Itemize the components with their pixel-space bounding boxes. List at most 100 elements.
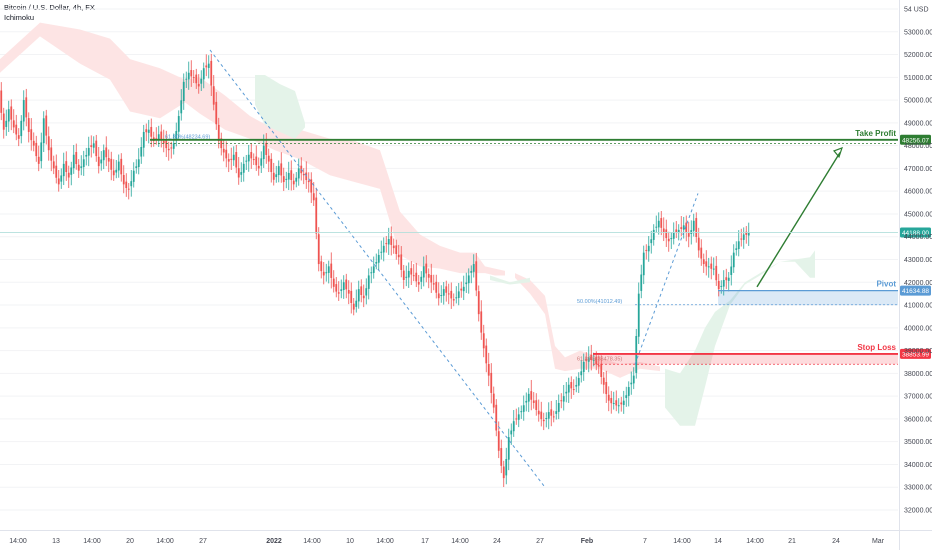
candle-body <box>492 393 495 408</box>
candle-body <box>460 288 463 291</box>
candle-body <box>567 384 570 393</box>
candle-body <box>655 226 658 228</box>
candle-body <box>77 164 80 171</box>
candle-body <box>337 292 340 294</box>
candle-body <box>0 90 3 113</box>
candle-body <box>370 272 373 274</box>
candle-body <box>207 63 210 68</box>
candle-body <box>257 165 260 169</box>
candle-body <box>262 145 265 160</box>
price-tick: 49000.00 <box>904 120 932 127</box>
candle-body <box>272 172 275 180</box>
candle-body <box>595 356 598 365</box>
candle-body <box>287 172 290 180</box>
price-tick: 38000.00 <box>904 371 932 378</box>
candle-body <box>115 169 118 173</box>
candle-body <box>212 86 215 105</box>
candle-body <box>420 276 423 282</box>
candle-body <box>467 275 470 284</box>
level-bands <box>593 290 898 365</box>
candle-body <box>102 150 105 161</box>
candle-body <box>427 274 430 278</box>
time-tick: Feb <box>581 538 593 545</box>
candle-body <box>315 197 318 234</box>
price-tick: 46000.00 <box>904 189 932 196</box>
candle-body <box>255 156 258 166</box>
candle-body <box>340 289 343 291</box>
level-price-tag <box>900 348 931 359</box>
candle-body <box>570 382 573 389</box>
candle-body <box>200 78 203 84</box>
candle-body <box>325 272 328 274</box>
candle-body <box>290 170 293 181</box>
price-tick: 42000.00 <box>904 280 932 287</box>
candle-body <box>205 65 208 68</box>
candle-body <box>672 232 675 239</box>
candle-body <box>35 142 38 157</box>
candle-body <box>400 254 403 270</box>
candle-body <box>480 311 483 333</box>
cloud-segment <box>255 75 305 139</box>
candle-body <box>412 275 415 277</box>
candle-body <box>62 163 65 177</box>
candle-body <box>747 232 750 236</box>
candle-body <box>182 81 185 102</box>
candle-body <box>650 239 653 244</box>
candle-body <box>327 266 330 273</box>
time-axis[interactable]: 14:00 13 14:00 20 14:00 27 2022 14:00 10 14:00 17 1… <box>0 530 932 546</box>
candle-body <box>185 78 188 80</box>
candle-body <box>435 281 438 293</box>
candle-body <box>310 179 313 193</box>
candle-body <box>202 68 205 80</box>
candle-body <box>112 170 115 176</box>
time-tick: 24 <box>493 538 501 545</box>
candle-body <box>577 377 580 386</box>
candle-body <box>640 274 643 291</box>
candle-body <box>545 417 548 419</box>
candle-body <box>560 400 563 402</box>
candle-body <box>347 290 350 294</box>
price-axis[interactable]: 32000.00 33000.00 34000.00 35000.00 36000.00… <box>899 0 932 550</box>
price-tick: 51000.00 <box>904 75 932 82</box>
candle-body <box>65 161 68 173</box>
candle-body <box>392 245 395 249</box>
candle-body <box>30 129 33 141</box>
price-tick: 37000.00 <box>904 394 932 401</box>
fib-label: 61.80%(48234.69) <box>165 134 210 140</box>
candle-body <box>410 268 413 275</box>
candle-body <box>530 391 533 400</box>
candle-body <box>142 131 145 148</box>
level-name: Pivot <box>876 280 896 289</box>
price-tick: 43000.00 <box>904 257 932 264</box>
trendline-up <box>634 193 699 365</box>
price-tick: 44000.00 <box>904 234 932 241</box>
candle-body <box>740 238 743 240</box>
candle-body <box>367 275 370 289</box>
price-tick: 40000.00 <box>904 325 932 332</box>
candle-body <box>225 149 228 159</box>
candle-body <box>155 138 158 140</box>
candle-body <box>522 405 525 412</box>
candle-body <box>732 252 735 268</box>
candle-body <box>475 261 478 291</box>
candle-body <box>685 222 688 233</box>
candle-body <box>430 274 433 283</box>
time-tick: 13 <box>52 538 60 545</box>
candle-body <box>137 159 140 168</box>
candle-body <box>450 290 453 299</box>
price-tick: 32000.00 <box>904 508 932 515</box>
candle-body <box>455 297 458 299</box>
last-price-tag <box>900 227 931 238</box>
candle-body <box>70 167 73 175</box>
price-tick: 50000.00 <box>904 98 932 105</box>
candle-body <box>10 106 13 120</box>
time-tick: 14:00 <box>376 538 394 545</box>
time-tick: 10 <box>346 538 354 545</box>
level-name: Stop Loss <box>857 343 896 352</box>
candle-body <box>147 129 150 133</box>
candle-body <box>237 168 240 178</box>
candle-body <box>140 147 143 157</box>
candle-body <box>652 229 655 240</box>
candle-body <box>172 143 175 149</box>
